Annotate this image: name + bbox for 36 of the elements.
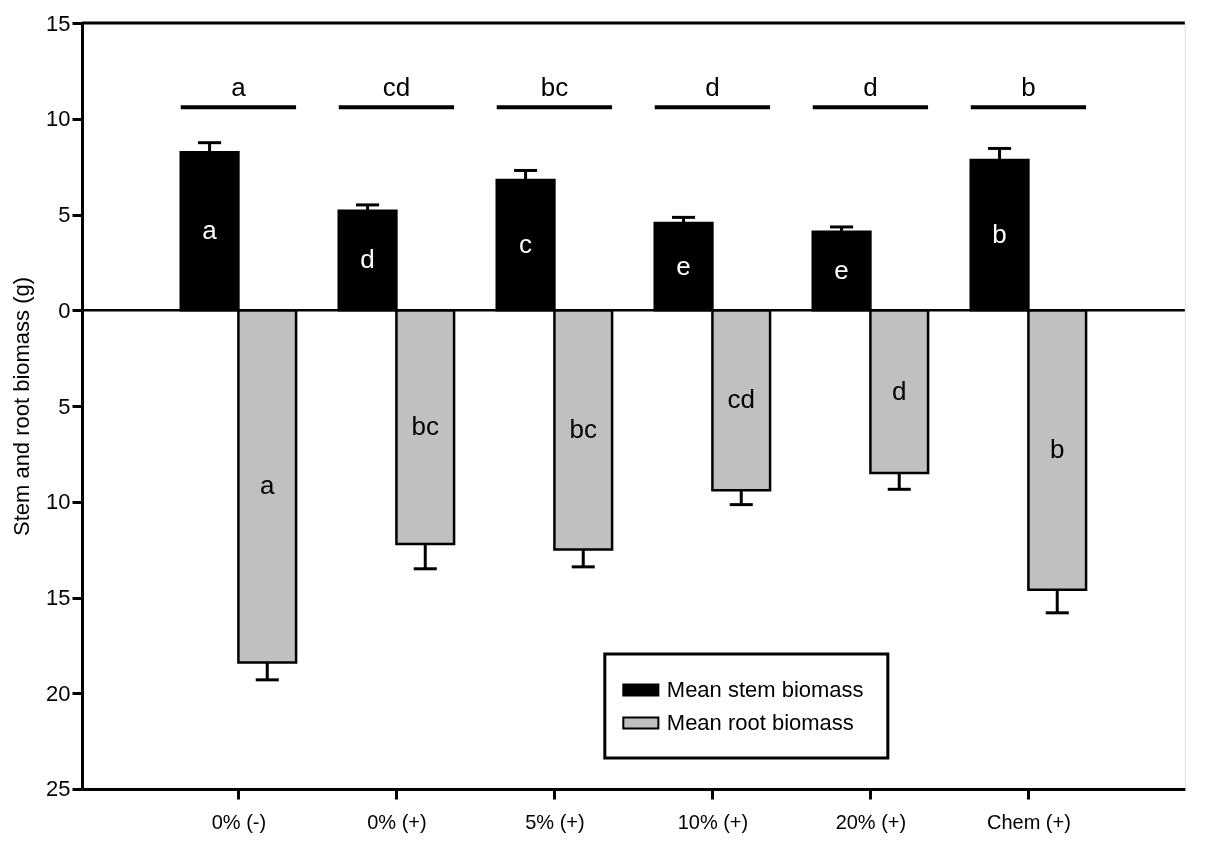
annotation: a <box>231 72 247 103</box>
y-tick-label: 5 <box>58 202 71 227</box>
y-tick-label: 0 <box>58 297 71 323</box>
legend-label: Mean stem biomass <box>666 677 864 702</box>
y-axis-title: Stem and root biomass (g) <box>9 276 35 537</box>
annotation: d <box>863 72 878 103</box>
data-label: b <box>1050 434 1065 465</box>
data-label: bc <box>569 413 597 444</box>
data-label: cd <box>727 384 755 415</box>
x-tick-label: 0% (-) <box>211 811 267 834</box>
y-tick-label: 10 <box>46 106 71 132</box>
y-tick-label: 5 <box>58 393 71 419</box>
data-label: b <box>992 219 1007 250</box>
x-tick-label: Chem (+) <box>986 811 1071 834</box>
legend-label: Mean root biomass <box>666 710 854 735</box>
data-label: c <box>519 229 533 260</box>
y-tick-label: 15 <box>46 10 71 36</box>
y-tick-label: 25 <box>46 776 71 802</box>
annotation: d <box>705 72 720 103</box>
y-tick-label: 15 <box>46 585 71 610</box>
y-tick-label: 10 <box>46 489 71 515</box>
data-label: d <box>892 375 907 406</box>
data-label: a <box>260 470 276 501</box>
data-label: e <box>676 250 691 281</box>
annotation: b <box>1021 72 1036 103</box>
data-label: e <box>834 254 849 285</box>
data-label: bc <box>411 411 439 442</box>
x-tick-label: 20% (+) <box>835 811 907 834</box>
annotation: cd <box>382 72 411 103</box>
y-tick-label: 20 <box>46 680 71 706</box>
data-label: d <box>360 244 375 275</box>
x-tick-label: 5% (+) <box>525 811 585 834</box>
x-tick-label: 10% (+) <box>677 811 749 834</box>
annotation: bc <box>540 72 569 103</box>
data-label: a <box>202 215 218 246</box>
x-tick-label: 0% (+) <box>367 811 427 834</box>
